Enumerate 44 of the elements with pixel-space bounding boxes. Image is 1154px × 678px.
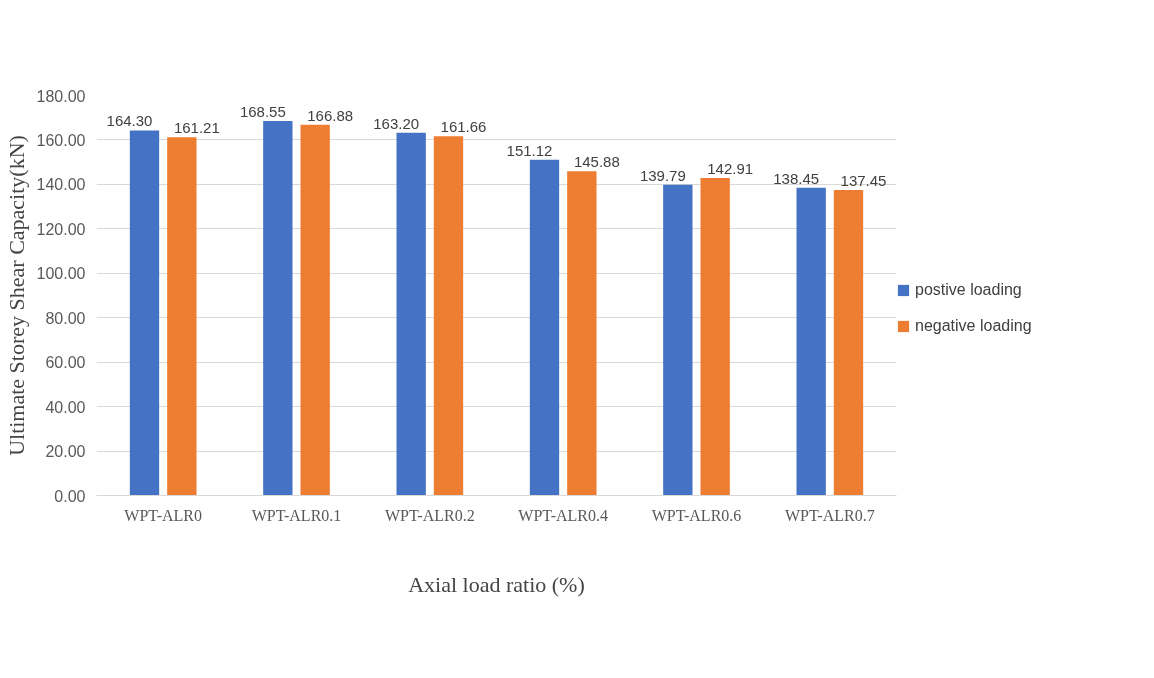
y-tick-label: 80.00 <box>45 309 86 327</box>
x-axis-title: Axial load ratio (%) <box>408 571 585 597</box>
x-tick-label: WPT-ALR0.2 <box>385 506 475 524</box>
legend-label: negative loading <box>915 317 1032 335</box>
x-tick-label: WPT-ALR0.6 <box>651 506 742 524</box>
bar <box>700 177 730 496</box>
x-tick-label: WPT-ALR0.4 <box>518 506 608 524</box>
data-label: 163.20 <box>373 114 420 132</box>
bar <box>167 137 197 496</box>
bar <box>263 120 293 496</box>
y-tick-label: 140.00 <box>36 176 86 194</box>
bar <box>567 171 597 496</box>
bar <box>396 132 426 496</box>
bar <box>300 124 330 496</box>
data-label: 145.88 <box>573 153 620 171</box>
bar <box>663 184 693 496</box>
data-label: 168.55 <box>239 102 286 120</box>
y-tick-label: 0.00 <box>54 487 86 505</box>
x-tick-label: WPT-ALR0.7 <box>785 506 875 524</box>
data-label: 138.45 <box>773 169 820 187</box>
y-tick-label: 180.00 <box>36 87 86 105</box>
y-tick-label: 20.00 <box>45 443 86 461</box>
data-label: 164.30 <box>106 112 153 130</box>
bar <box>433 136 464 496</box>
y-tick-label: 100.00 <box>36 265 86 283</box>
y-tick-label: 40.00 <box>45 398 86 416</box>
data-label: 139.79 <box>639 166 686 184</box>
x-tick-label: WPT-ALR0.1 <box>251 506 342 524</box>
data-label: 161.21 <box>173 119 220 137</box>
data-label: 166.88 <box>307 106 354 124</box>
y-axis-title: Ultimate Storey Shear Capacity(kN) <box>3 135 29 456</box>
legend-label: postive loading <box>915 281 1022 299</box>
data-label: 161.66 <box>440 118 487 136</box>
data-label: 137.45 <box>840 172 887 190</box>
bar <box>796 187 826 496</box>
bar <box>129 130 160 496</box>
y-tick-label: 60.00 <box>45 354 86 372</box>
y-tick-label: 120.00 <box>36 220 86 238</box>
data-label: 151.12 <box>506 141 553 159</box>
data-label: 142.91 <box>707 159 754 177</box>
y-tick-label: 160.00 <box>36 131 86 149</box>
bar <box>529 159 560 496</box>
bar <box>833 190 864 496</box>
x-tick-label: WPT-ALR0 <box>124 506 202 524</box>
